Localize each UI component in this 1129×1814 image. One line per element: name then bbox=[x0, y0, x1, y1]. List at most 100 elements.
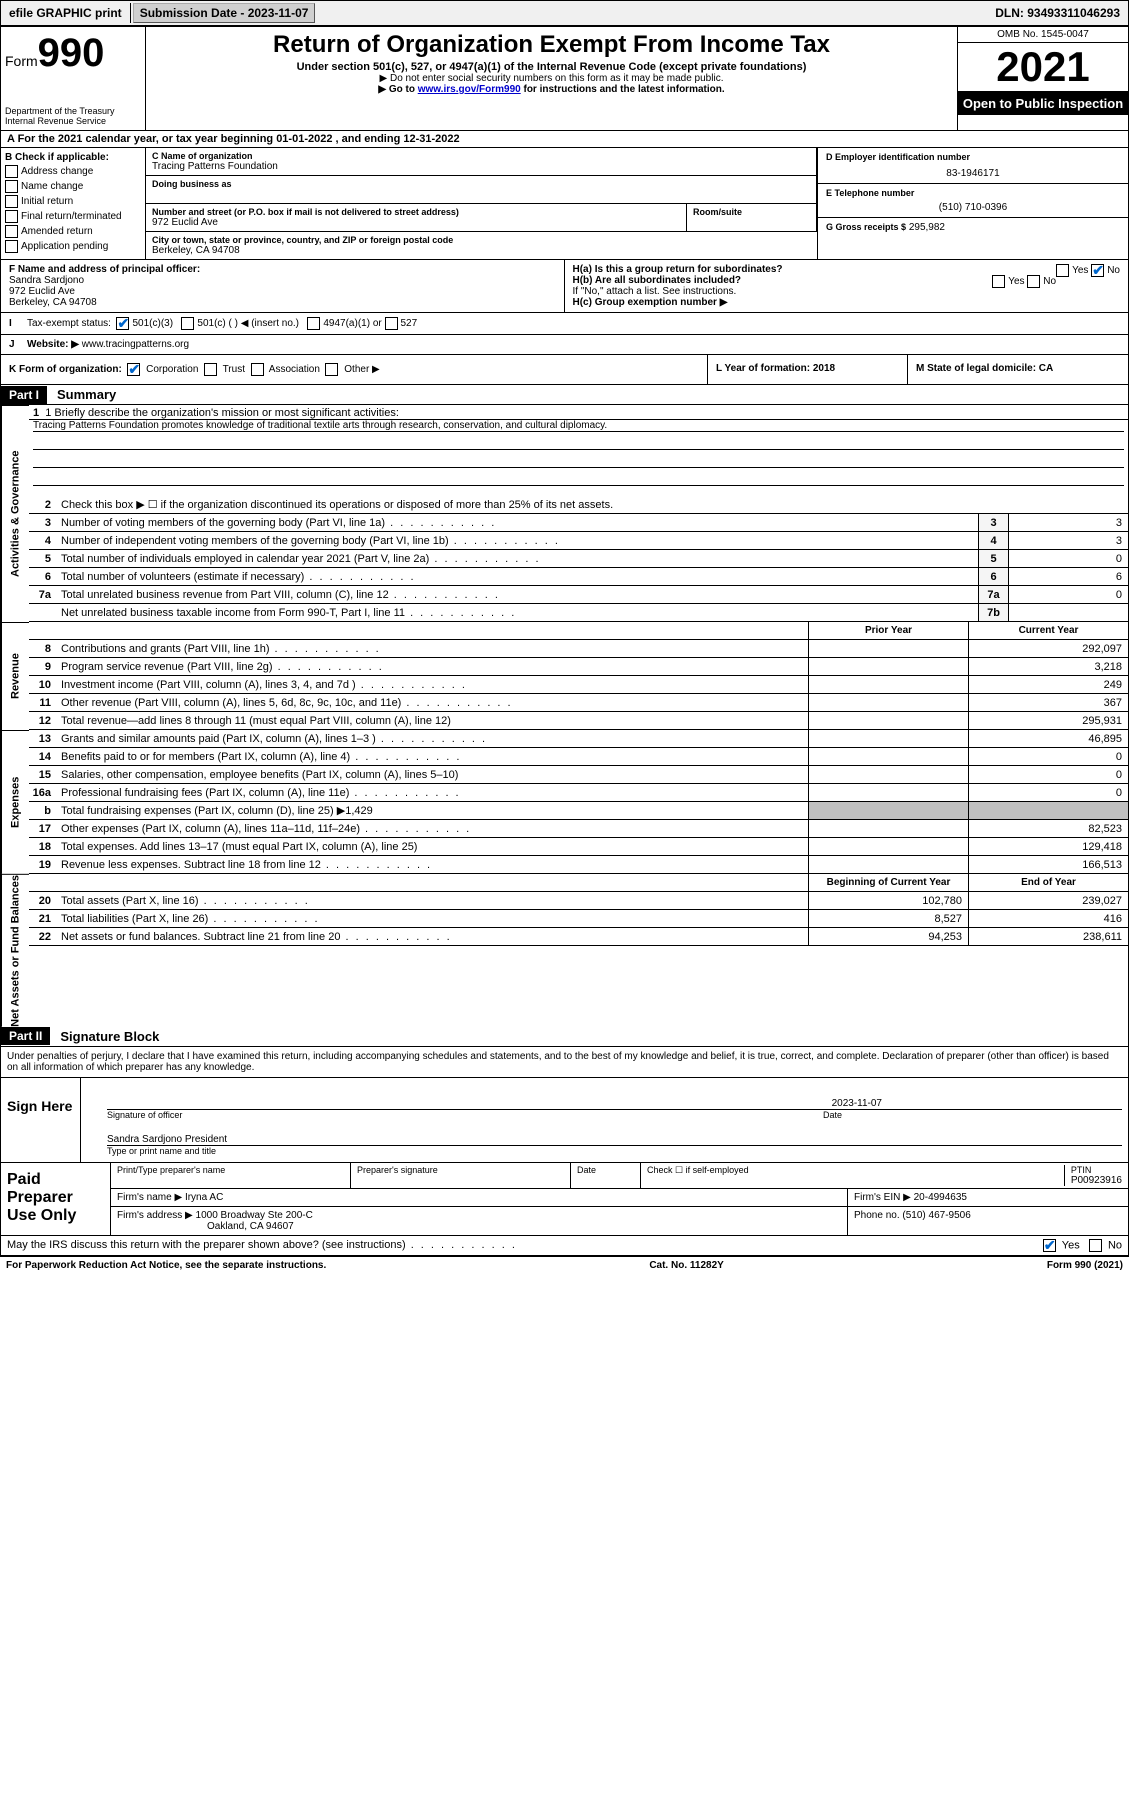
ha-yes-check[interactable] bbox=[1056, 264, 1069, 277]
gross-value: 295,982 bbox=[909, 222, 945, 233]
officer-name: Sandra Sardjono bbox=[9, 275, 556, 286]
hb-no-check[interactable] bbox=[1027, 275, 1040, 288]
k-corp-check[interactable] bbox=[127, 363, 140, 376]
l10-cur: 249 bbox=[968, 676, 1128, 693]
dept-label: Department of the Treasury bbox=[5, 106, 141, 116]
footer-left: For Paperwork Reduction Act Notice, see … bbox=[6, 1260, 326, 1271]
opt-address: Address change bbox=[21, 166, 93, 177]
discuss-yes: Yes bbox=[1062, 1239, 1080, 1251]
k-trust-check[interactable] bbox=[204, 363, 217, 376]
prep-h2: Preparer's signature bbox=[357, 1165, 564, 1175]
part1-row: Part I Summary bbox=[0, 385, 1129, 405]
mission-blank3 bbox=[33, 472, 1124, 486]
i-4947-check[interactable] bbox=[307, 317, 320, 330]
k-corp: Corporation bbox=[146, 364, 198, 375]
hb-yes-check[interactable] bbox=[992, 275, 1005, 288]
k-other: Other ▶ bbox=[344, 364, 379, 375]
col-d: D Employer identification number 83-1946… bbox=[818, 148, 1128, 259]
l21-prior: 8,527 bbox=[808, 910, 968, 927]
officer-addr2: Berkeley, CA 94708 bbox=[9, 297, 556, 308]
sign-right: 2023-11-07 Signature of officer Date San… bbox=[81, 1078, 1128, 1162]
opt-final: Final return/terminated bbox=[21, 211, 122, 222]
info-grid: B Check if applicable: Address change Na… bbox=[0, 148, 1129, 260]
mission-blank2 bbox=[33, 454, 1124, 468]
line5-box: 5 bbox=[978, 550, 1008, 567]
discuss-yes-check[interactable] bbox=[1043, 1239, 1056, 1252]
l16b-desc: Total fundraising expenses (Part IX, col… bbox=[57, 802, 808, 819]
l8-cur: 292,097 bbox=[968, 640, 1128, 657]
line4-desc: Number of independent voting members of … bbox=[57, 533, 978, 549]
check-name-change[interactable] bbox=[5, 180, 18, 193]
l16a-desc: Professional fundraising fees (Part IX, … bbox=[57, 785, 808, 801]
tab-expenses: Expenses bbox=[1, 730, 29, 874]
l12-num: 12 bbox=[29, 715, 57, 727]
firm-addr-label: Firm's address ▶ bbox=[117, 1210, 193, 1221]
firm-ein-label: Firm's EIN ▶ bbox=[854, 1192, 911, 1203]
city-label: City or town, state or province, country… bbox=[152, 235, 811, 245]
part1-header: Part I bbox=[1, 386, 47, 404]
l17-num: 17 bbox=[29, 823, 57, 835]
opt-amended: Amended return bbox=[21, 226, 93, 237]
l16a-cur: 0 bbox=[968, 784, 1128, 801]
l20-desc: Total assets (Part X, line 16) bbox=[57, 893, 808, 909]
open-public-badge: Open to Public Inspection bbox=[958, 92, 1128, 115]
i-501c-check[interactable] bbox=[181, 317, 194, 330]
hb-label: H(b) Are all subordinates included? bbox=[573, 275, 742, 286]
check-address-change[interactable] bbox=[5, 165, 18, 178]
l18-num: 18 bbox=[29, 841, 57, 853]
room-label: Room/suite bbox=[693, 207, 810, 217]
line6-desc: Total number of volunteers (estimate if … bbox=[57, 569, 978, 585]
l10-desc: Investment income (Part VIII, column (A)… bbox=[57, 677, 808, 693]
officer-addr1: 972 Euclid Ave bbox=[9, 286, 556, 297]
j-label: Website: ▶ bbox=[27, 339, 79, 350]
submission-date-button[interactable]: Submission Date - 2023-11-07 bbox=[133, 3, 316, 23]
irs-link[interactable]: www.irs.gov/Form990 bbox=[418, 84, 521, 95]
l22-cur: 238,611 bbox=[968, 928, 1128, 945]
note-ssn: ▶ Do not enter social security numbers o… bbox=[148, 73, 955, 84]
i-501c3: 501(c)(3) bbox=[132, 318, 173, 329]
l13-cur: 46,895 bbox=[968, 730, 1128, 747]
ha-no: No bbox=[1107, 265, 1120, 276]
line4-box: 4 bbox=[978, 532, 1008, 549]
preparer-left: Paid Preparer Use Only bbox=[1, 1163, 111, 1235]
line7a-box: 7a bbox=[978, 586, 1008, 603]
omb-number: OMB No. 1545-0047 bbox=[958, 27, 1128, 43]
l19-num: 19 bbox=[29, 859, 57, 871]
l19-desc: Revenue less expenses. Subtract line 18 … bbox=[57, 857, 808, 873]
form-title: Return of Organization Exempt From Incom… bbox=[148, 31, 955, 59]
hc-label: H(c) Group exemption number ▶ bbox=[573, 297, 1121, 308]
k-assoc-check[interactable] bbox=[251, 363, 264, 376]
ha-label: H(a) Is this a group return for subordin… bbox=[573, 264, 783, 275]
tab-netassets: Net Assets or Fund Balances bbox=[1, 874, 29, 1027]
m-cell: M State of legal domicile: CA bbox=[908, 355, 1128, 384]
page-footer: For Paperwork Reduction Act Notice, see … bbox=[0, 1256, 1129, 1274]
note-goto-post: for instructions and the latest informat… bbox=[521, 84, 725, 95]
check-pending[interactable] bbox=[5, 240, 18, 253]
header-left: Form990 Department of the Treasury Inter… bbox=[1, 27, 146, 130]
form-subtitle: Under section 501(c), 527, or 4947(a)(1)… bbox=[148, 61, 955, 73]
hdr-begin: Beginning of Current Year bbox=[808, 874, 968, 891]
header-right: OMB No. 1545-0047 2021 Open to Public In… bbox=[958, 27, 1128, 130]
check-amended[interactable] bbox=[5, 225, 18, 238]
i-527-check[interactable] bbox=[385, 317, 398, 330]
l8-prior bbox=[808, 640, 968, 657]
check-final-return[interactable] bbox=[5, 210, 18, 223]
l12-prior bbox=[808, 712, 968, 729]
l14-prior bbox=[808, 748, 968, 765]
discuss-no-check[interactable] bbox=[1089, 1239, 1102, 1252]
l18-desc: Total expenses. Add lines 13–17 (must eq… bbox=[57, 839, 808, 855]
line3-val: 3 bbox=[1008, 514, 1128, 531]
opt-name: Name change bbox=[21, 181, 83, 192]
header-mid: Return of Organization Exempt From Incom… bbox=[146, 27, 958, 130]
ptin-label: PTIN bbox=[1071, 1165, 1122, 1175]
efile-label: efile GRAPHIC print bbox=[1, 3, 131, 23]
line2-desc: Check this box ▶ ☐ if the organization d… bbox=[57, 496, 1128, 513]
l20-num: 20 bbox=[29, 895, 57, 907]
hb-no: No bbox=[1043, 276, 1056, 287]
i-501c3-check[interactable] bbox=[116, 317, 129, 330]
ha-no-check[interactable] bbox=[1091, 264, 1104, 277]
k-other-check[interactable] bbox=[325, 363, 338, 376]
l22-num: 22 bbox=[29, 931, 57, 943]
check-initial-return[interactable] bbox=[5, 195, 18, 208]
row-i: I Tax-exempt status: 501(c)(3) 501(c) ( … bbox=[0, 313, 1129, 335]
